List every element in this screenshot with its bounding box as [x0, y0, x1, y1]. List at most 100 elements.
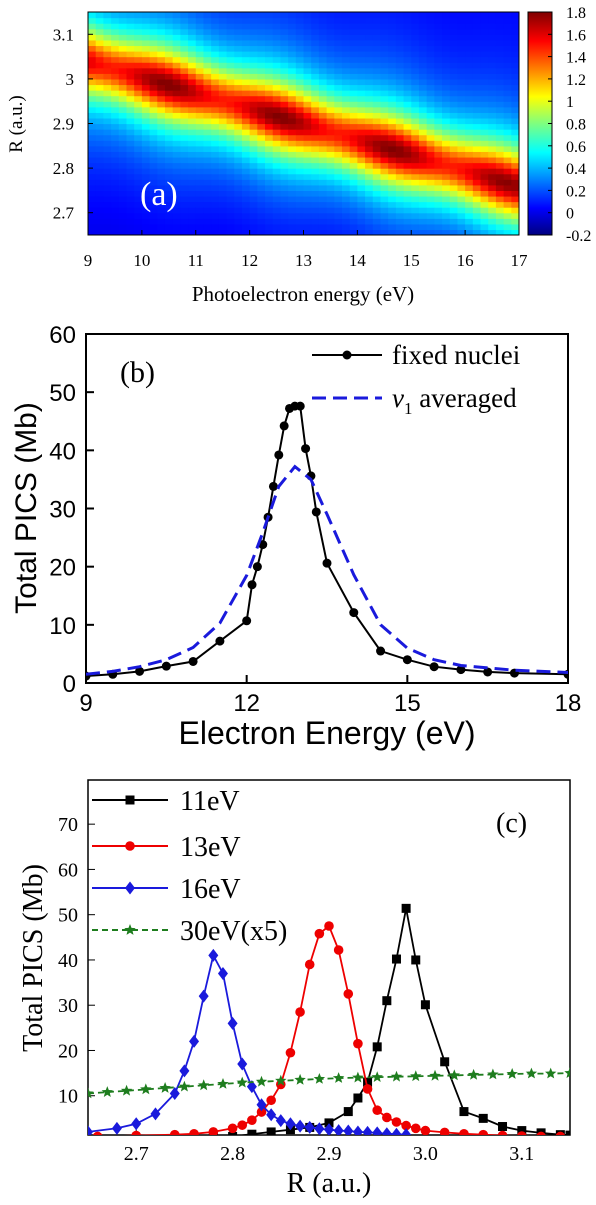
heatmap-cell [95, 229, 104, 235]
heatmap-cell [426, 207, 435, 214]
heatmap-cell [388, 84, 397, 91]
data-point-16ev [150, 1107, 161, 1121]
data-point-16ev [179, 1064, 190, 1078]
heatmap-cell [349, 201, 358, 208]
heatmap-cell [211, 45, 220, 52]
heatmap-cell [395, 23, 405, 30]
heatmap-cell [188, 229, 197, 235]
heatmap-cell [480, 151, 489, 158]
heatmap-cell [395, 101, 405, 108]
heatmap-cell [180, 28, 189, 35]
heatmap-cell [503, 123, 512, 130]
heatmap-cell [449, 12, 459, 19]
data-point-11ev [266, 1127, 276, 1135]
heatmap-cell [388, 207, 397, 214]
heatmap-cell [241, 173, 251, 180]
heatmap-cell [349, 145, 358, 152]
data-point-16ev [314, 1122, 325, 1135]
heatmap-cell [241, 12, 251, 19]
heatmap-cell [95, 106, 104, 113]
heatmap-cell [372, 156, 382, 164]
heatmap-cell [411, 112, 420, 119]
data-point-13ev [497, 1130, 508, 1135]
heatmap-cell [365, 140, 374, 147]
heatmap-cell [503, 162, 512, 169]
heatmap-cell [488, 106, 497, 113]
heatmap-cell [318, 129, 328, 136]
heatmap-cell [403, 106, 412, 113]
heatmap-cell [388, 78, 397, 86]
heatmap-cell [365, 151, 374, 158]
heatmap-cell [511, 12, 519, 19]
heatmap-cell [495, 56, 505, 63]
heatmap-cell [111, 195, 120, 203]
heatmap-cell [88, 95, 97, 102]
heatmap-cell [218, 212, 228, 219]
heatmap-cell [265, 78, 274, 86]
heatmap-cell [442, 17, 451, 24]
heatmap-cell [426, 201, 435, 208]
heatmap-cell [226, 95, 235, 102]
heatmap-cell [372, 101, 382, 108]
heatmap-cell [111, 45, 120, 52]
series-line-fixed-nuclei [86, 405, 568, 677]
heatmap-cell [172, 151, 181, 158]
heatmap-cell [449, 145, 459, 152]
heatmap-cell [95, 151, 104, 158]
heatmap-cell [318, 140, 328, 147]
heatmap-cell [449, 112, 459, 119]
data-point [247, 580, 257, 590]
heatmap-cell [511, 184, 519, 191]
data-point-11ev [517, 1126, 527, 1135]
heatmap-cell [411, 78, 420, 86]
heatmap-cell [357, 145, 366, 152]
heatmap-cell [472, 218, 482, 225]
heatmap-cell [257, 195, 266, 203]
heatmap-cell [88, 195, 97, 203]
heatmap-cell [503, 184, 512, 191]
heatmap-cell [241, 223, 251, 231]
heatmap-cell [126, 117, 135, 125]
heatmap-cell [341, 151, 351, 158]
heatmap-cell [288, 117, 297, 125]
heatmap-cell [211, 84, 220, 91]
heatmap-cell [295, 73, 305, 80]
heatmap-cell [488, 179, 497, 186]
heatmap-cell [472, 129, 482, 136]
heatmap-cell [164, 62, 174, 69]
heatmap-cell [234, 184, 243, 191]
heatmap-cell [511, 39, 519, 47]
heatmap-cell [280, 45, 289, 52]
heatmap-cell [434, 207, 443, 214]
heatmap-cell [149, 201, 158, 208]
heatmap-cell [211, 28, 220, 35]
panel-b-xlabel: Electron Energy (eV) [178, 715, 475, 751]
heatmap-cell [349, 23, 358, 30]
heatmap-cell [288, 90, 297, 97]
heatmap-cell [226, 184, 235, 191]
heatmap-cell [265, 173, 274, 180]
heatmap-cell [257, 184, 266, 191]
data-point-11ev [353, 1093, 363, 1103]
heatmap-cell [457, 156, 466, 164]
heatmap-cell [395, 134, 405, 141]
heatmap-cell [249, 195, 258, 203]
data-point-16ev [266, 1108, 277, 1122]
heatmap-cell [195, 101, 205, 108]
heatmap-cell [388, 45, 397, 52]
heatmap-cell [272, 162, 282, 169]
heatmap-cell [295, 90, 305, 97]
heatmap-cell [472, 179, 482, 186]
heatmap-cell [126, 23, 135, 30]
heatmap-cell [318, 112, 328, 119]
heatmap-cell [203, 173, 212, 180]
heatmap-cell [334, 145, 343, 152]
heatmap-cell [288, 73, 297, 80]
heatmap-cell [157, 106, 166, 113]
heatmap-cell [426, 218, 435, 225]
heatmap-cell [442, 173, 451, 180]
heatmap-cell [349, 151, 358, 158]
heatmap-cell [395, 28, 405, 35]
heatmap-cell [341, 90, 351, 97]
heatmap-cell [311, 84, 320, 91]
